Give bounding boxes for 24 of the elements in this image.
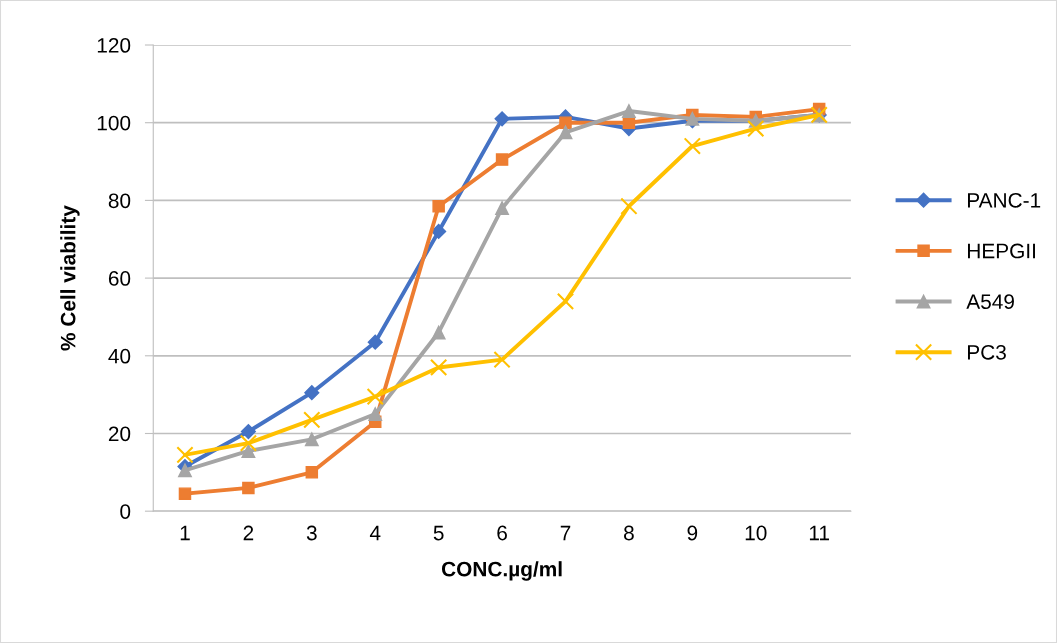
y-tick-label: 40	[108, 348, 131, 364]
x-tick-label: 7	[560, 525, 571, 541]
x-tick-label: 11	[809, 525, 829, 541]
y-axis-title: % Cell viability	[60, 205, 80, 351]
x-tick-label: 2	[243, 525, 254, 541]
y-tick-label: 20	[108, 426, 131, 442]
legend-label: PC3	[968, 344, 1006, 360]
x-tick-label: 10	[745, 525, 767, 541]
y-tick-label: 0	[120, 504, 131, 519]
x-tick-label: 6	[497, 525, 507, 541]
legend-label: PANC-1	[968, 192, 1041, 208]
legend-label: A549	[966, 294, 1014, 310]
y-tick-label: 100	[97, 115, 131, 131]
y-tick-label: 60	[108, 271, 131, 286]
x-tick-label: 5	[433, 525, 444, 541]
x-tick-label: 4	[369, 525, 381, 541]
y-tick-label: 120	[97, 38, 131, 53]
x-tick-label: 8	[624, 525, 634, 541]
x-tick-label: 1	[180, 525, 190, 541]
y-tick-label: 80	[108, 193, 131, 209]
x-axis-title: CONC.µg/ml	[441, 561, 562, 581]
x-tick-label: 3	[306, 525, 317, 541]
legend-label: HEPGII	[968, 243, 1035, 259]
x-tick-label: 9	[687, 525, 698, 541]
